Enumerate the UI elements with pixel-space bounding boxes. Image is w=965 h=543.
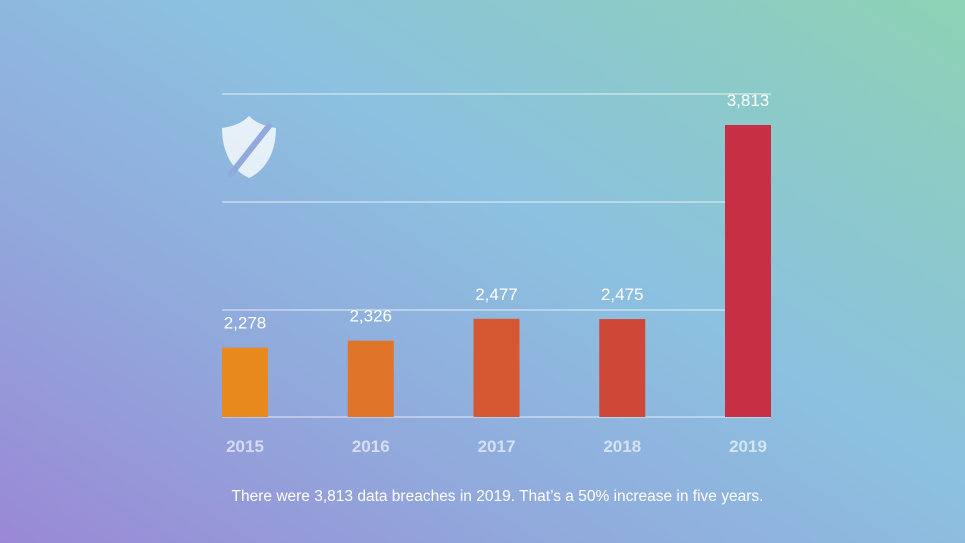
value-labels: 2,278 2,326 2,477 2,475 3,813	[224, 91, 770, 333]
value-label-2015: 2,278	[224, 314, 267, 333]
category-label-2018: 2018	[603, 437, 641, 456]
category-label-2015: 2015	[226, 437, 264, 456]
bar-2019	[725, 125, 771, 417]
bar-2015	[222, 347, 268, 417]
category-label-2017: 2017	[478, 437, 516, 456]
chart-caption: There were 3,813 data breaches in 2019. …	[231, 488, 764, 505]
value-label-2018: 2,475	[601, 285, 644, 304]
bar-2018	[599, 319, 646, 417]
bar-2017	[473, 318, 520, 417]
bar-2016	[347, 340, 394, 417]
value-label-2019: 3,813	[727, 91, 770, 110]
category-labels: 2015 2016 2017 2018 2019	[226, 437, 767, 456]
bars	[222, 125, 771, 417]
category-label-2016: 2016	[352, 437, 390, 456]
shield-icon	[222, 116, 276, 178]
value-label-2016: 2,326	[349, 307, 392, 326]
value-label-2017: 2,477	[475, 285, 518, 304]
category-label-2019: 2019	[729, 437, 767, 456]
